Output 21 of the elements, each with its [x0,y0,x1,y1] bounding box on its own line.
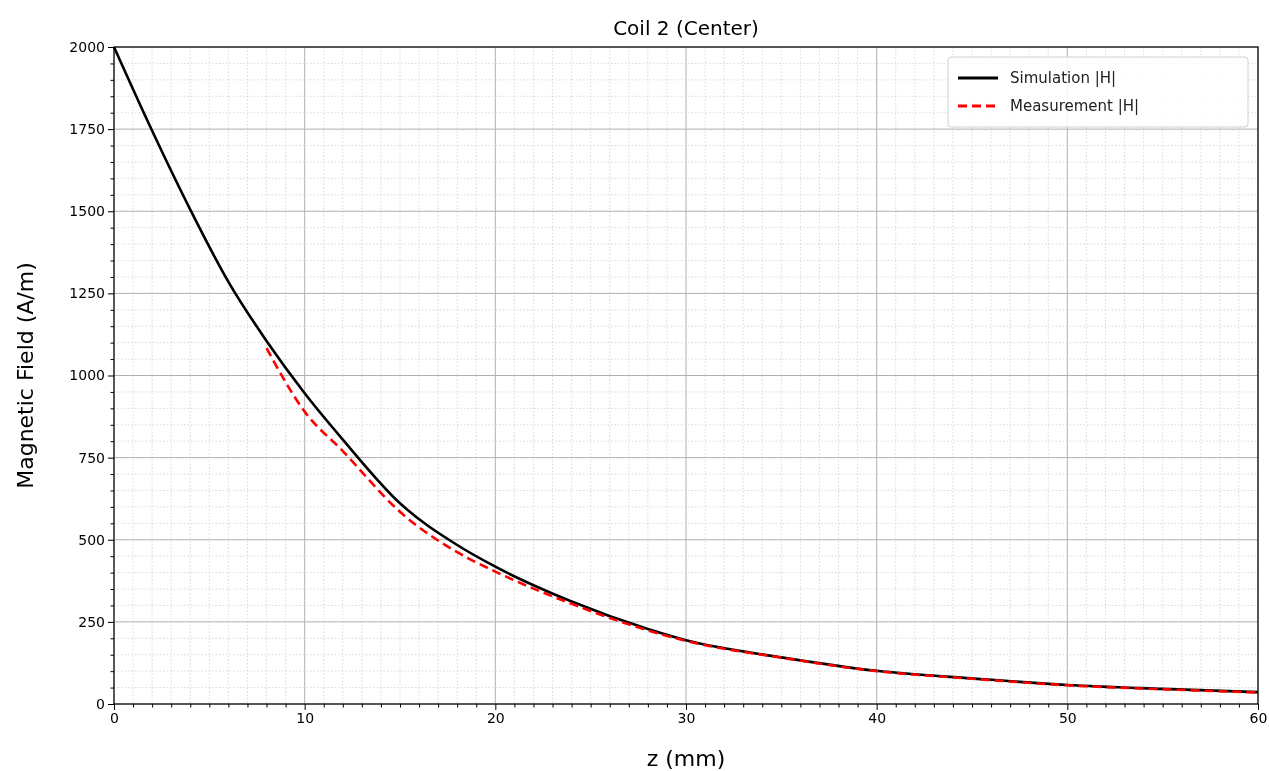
y-axis-title: Magnetic Field (A/m) [13,262,38,489]
x-axis-title: z (mm) [646,746,726,771]
x-tick-label: 30 [677,709,696,726]
y-tick-label: 1500 [69,203,105,220]
x-tick-label: 0 [110,709,119,726]
y-tick-label: 0 [96,695,105,712]
y-tick-label: 500 [78,531,105,548]
y-tick-label: 1000 [69,367,105,384]
x-tick-label: 60 [1249,709,1268,726]
x-tick-label: 20 [486,709,505,726]
y-tick-label: 750 [78,449,105,466]
x-tick-label: 50 [1058,709,1077,726]
y-tick-label: 2000 [69,38,105,55]
chart-title: Coil 2 (Center) [613,16,759,40]
x-tick-label: 10 [296,709,315,726]
y-tick-label: 1750 [69,121,105,138]
legend-label: Measurement |H| [1010,97,1140,115]
y-tick-label: 250 [78,613,105,630]
legend-label: Simulation |H| [1010,69,1117,87]
y-tick-label: 1250 [69,285,105,302]
x-tick-label: 40 [868,709,887,726]
